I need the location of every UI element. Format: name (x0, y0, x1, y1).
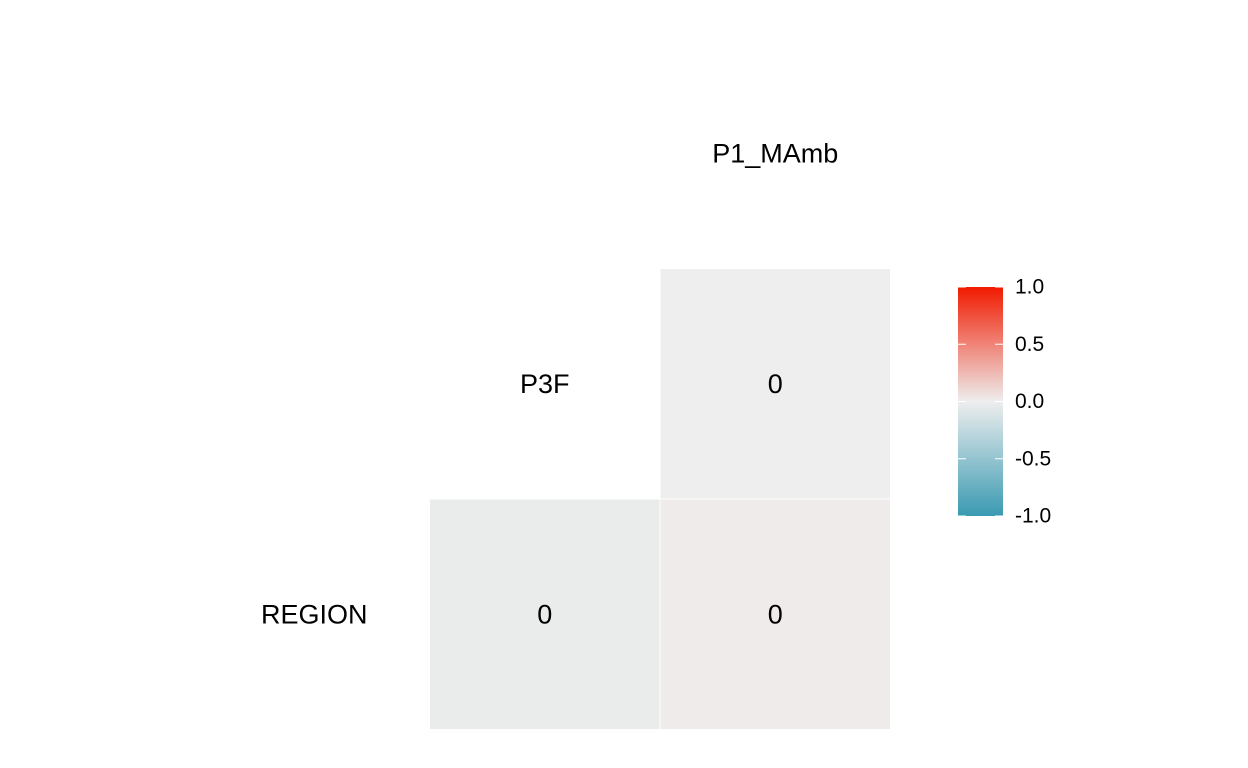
variable-labels: REGION P3F P1_MAmb (261, 138, 838, 629)
heatmap-cell-region-p1-mamb (659, 498, 891, 730)
legend-tick-label: 1.0 (1015, 276, 1044, 299)
legend-tick-label: 0.0 (1015, 390, 1044, 413)
legend-tick-label: -0.5 (1015, 447, 1051, 470)
variable-label-region: REGION (261, 599, 368, 629)
cell-value-label: 0 (768, 599, 783, 629)
cell-value-label: 0 (537, 599, 552, 629)
color-legend: 1.0 0.5 0.0 -0.5 -1.0 (958, 276, 1051, 528)
variable-label-p1-mamb: P1_MAmb (712, 138, 838, 168)
legend-tick-label: 0.5 (1015, 333, 1044, 356)
legend-tick-label: -1.0 (1015, 505, 1051, 528)
variable-label-p3f: P3F (520, 369, 570, 399)
heatmap-cells: 0 0 0 (429, 268, 891, 730)
heatmap-cell-p3f-p1-mamb (659, 268, 891, 500)
heatmap-cell-region-p3f (429, 498, 661, 730)
cell-value-label: 0 (768, 369, 783, 399)
